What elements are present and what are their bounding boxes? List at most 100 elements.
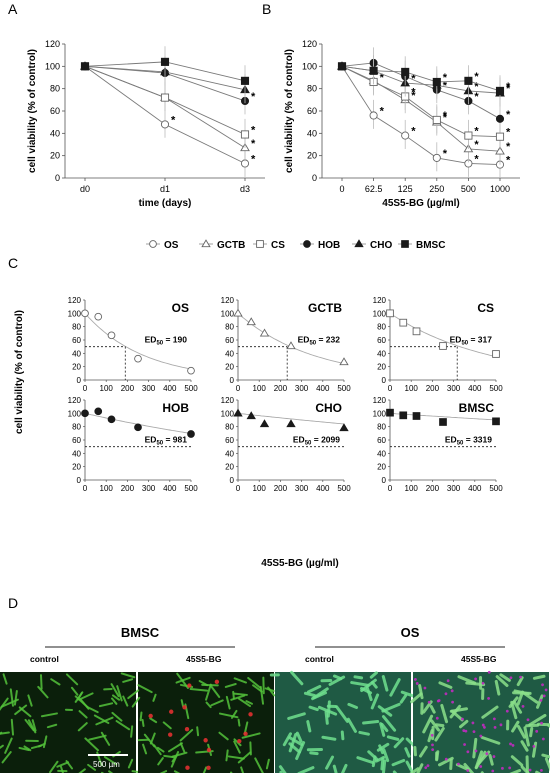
y-tick-label: 60 xyxy=(377,336,386,345)
significance-star: * xyxy=(411,126,416,138)
cell-texture xyxy=(430,719,441,732)
y-tick-label: 60 xyxy=(307,106,317,116)
stained-cell xyxy=(487,696,491,700)
cell-texture xyxy=(88,734,107,741)
stained-cell xyxy=(168,732,173,737)
stained-cell xyxy=(431,743,434,747)
cell-texture xyxy=(127,758,134,769)
cell-texture xyxy=(176,672,189,690)
stained-cell xyxy=(464,729,468,733)
cell-texture xyxy=(328,675,346,686)
stained-cell xyxy=(487,670,491,674)
cell-texture xyxy=(252,684,263,693)
data-point xyxy=(160,93,170,102)
ed50-subscript: 50 xyxy=(457,441,464,447)
x-tick-label: 500 xyxy=(337,484,351,493)
x-tick-label: 200 xyxy=(274,484,288,493)
cell-texture xyxy=(532,674,546,680)
y-tick-label: 120 xyxy=(221,296,235,305)
cell-texture xyxy=(516,676,524,687)
legend-item-cho: CHO xyxy=(352,239,392,251)
cell-texture xyxy=(46,723,58,729)
significance-star: * xyxy=(506,81,511,93)
stained-cell xyxy=(499,723,503,727)
cell-texture xyxy=(189,688,209,692)
image-label: control xyxy=(305,654,334,664)
cell-texture xyxy=(422,700,433,714)
y-tick-label: 100 xyxy=(302,61,317,71)
data-point xyxy=(495,114,505,123)
cell-texture xyxy=(288,732,298,753)
x-tick-label: 100 xyxy=(253,484,267,493)
ed50-label: ED50 = 317 xyxy=(450,335,493,347)
legend-marker xyxy=(354,239,364,248)
cell-texture xyxy=(196,726,200,737)
x-tick-label: 200 xyxy=(274,384,288,393)
cell-texture xyxy=(419,745,428,758)
series-line xyxy=(341,66,501,166)
cell-texture xyxy=(100,731,111,746)
ed50-subscript: 50 xyxy=(309,341,316,347)
significance-star: * xyxy=(380,105,385,117)
y-tick-label: 40 xyxy=(225,349,234,358)
cell-texture xyxy=(78,710,88,719)
cell-texture xyxy=(153,744,162,756)
stained-cell xyxy=(426,764,430,768)
x-tick-label: 400 xyxy=(163,384,177,393)
x-tick-label: 400 xyxy=(468,484,482,493)
subchart-title: CS xyxy=(477,301,494,315)
cell-texture xyxy=(440,703,449,724)
stained-cell xyxy=(462,729,466,732)
stained-cell xyxy=(521,705,525,708)
cell-texture xyxy=(110,683,120,698)
subchart-title: GCTB xyxy=(308,301,342,315)
y-tick-label: 20 xyxy=(377,363,386,372)
y-tick-label: 20 xyxy=(225,363,234,372)
significance-star: * xyxy=(411,86,416,98)
data-point xyxy=(401,67,410,76)
stained-cell xyxy=(540,721,543,725)
subchart-cho: 0 20 40 60 80 100 120 0 100 200 300 400 500 CHO ED50 =… xyxy=(221,396,352,493)
micrograph-group-bmsc: BMSC control 45S5-BG xyxy=(0,625,276,773)
cell-texture xyxy=(308,705,319,712)
x-axis-label: time (days) xyxy=(139,198,192,209)
y-tick-label: 0 xyxy=(382,476,387,485)
cell-texture xyxy=(37,685,49,699)
series-os: *** * * xyxy=(337,62,511,178)
cell-texture xyxy=(381,675,389,692)
cell-texture xyxy=(259,685,265,705)
data-point xyxy=(495,146,505,155)
ed50-prefix: ED xyxy=(293,435,305,445)
cell-texture xyxy=(122,678,134,683)
fit-curve xyxy=(84,313,192,370)
significance-star: * xyxy=(474,81,479,93)
series-bmsc xyxy=(80,46,250,95)
cell-texture xyxy=(103,756,118,766)
x-tick-label: 0 xyxy=(83,384,88,393)
cell-texture xyxy=(340,763,348,773)
legend-item-bmsc: BMSC xyxy=(398,240,445,251)
stained-cell xyxy=(243,731,248,736)
significance-star: * xyxy=(411,90,416,102)
data-point xyxy=(401,131,410,140)
y-tick-label: 60 xyxy=(225,336,234,345)
legend-marker xyxy=(149,240,157,248)
cell-texture xyxy=(375,756,385,763)
cell-texture xyxy=(287,712,306,720)
x-tick-label: 300 xyxy=(295,484,309,493)
cell-texture xyxy=(50,678,61,686)
legend-label: HOB xyxy=(318,240,340,251)
cell-texture xyxy=(455,763,470,771)
stained-cell xyxy=(184,727,190,732)
cell-texture xyxy=(434,723,445,728)
cell-texture xyxy=(380,722,389,733)
cell-texture xyxy=(438,681,453,689)
y-tick-label: 120 xyxy=(221,396,235,405)
cell-texture xyxy=(240,766,245,773)
stained-cell xyxy=(444,757,448,761)
cell-texture xyxy=(218,731,229,741)
scale-bar-line xyxy=(88,754,128,756)
cell-texture xyxy=(209,684,221,699)
data-point xyxy=(259,328,270,337)
